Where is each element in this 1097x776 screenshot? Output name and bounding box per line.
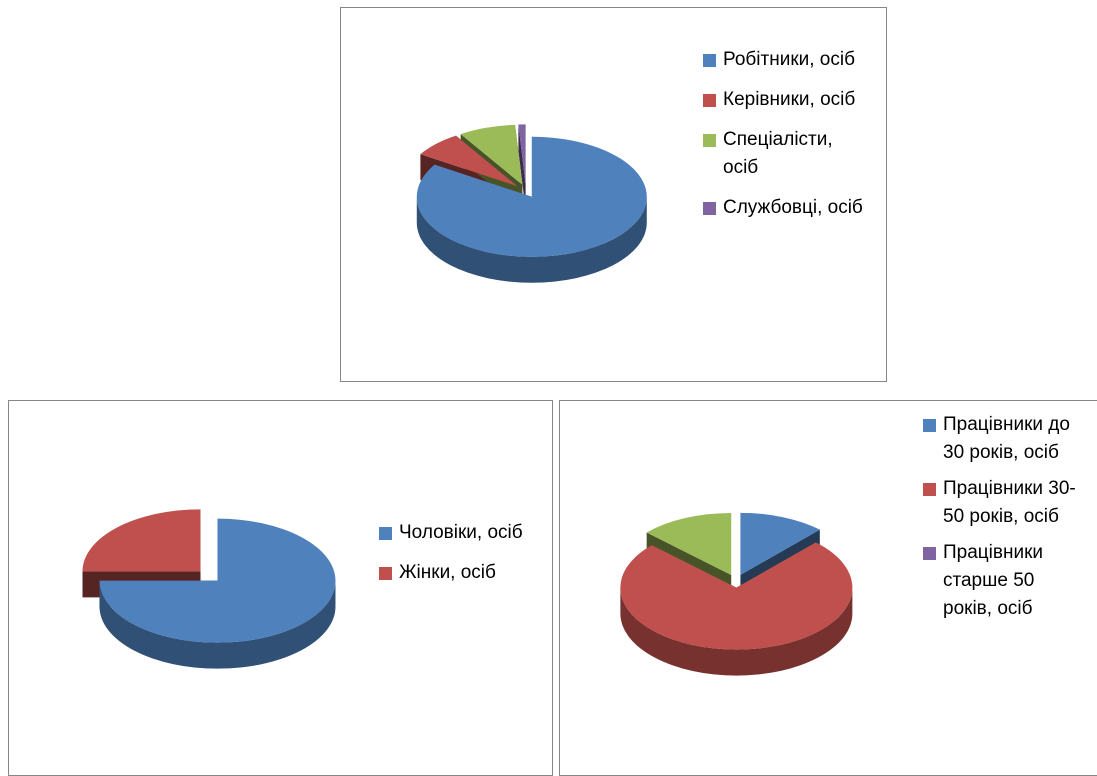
legend-swatch xyxy=(703,54,716,67)
slice-sides xyxy=(416,196,647,283)
slice-sides xyxy=(99,580,336,669)
pie-slice xyxy=(646,512,732,575)
legend-swatch xyxy=(703,134,716,147)
legend-swatch xyxy=(379,567,392,580)
legend-label: Службовці, осіб xyxy=(723,197,863,218)
legend-label: Чоловіки, осіб xyxy=(399,522,523,543)
legend: Робітники, осіб Керівники, осіб Спеціаліст… xyxy=(703,46,873,234)
legend-item: Працівники старше 50 років, осіб xyxy=(923,539,1083,623)
pie-area xyxy=(416,124,647,283)
pie-slice xyxy=(460,124,523,185)
slice-wall xyxy=(518,124,526,211)
legend-item: Працівники до 30 років, осіб xyxy=(923,411,1083,467)
legend-label: Працівники до 30 років, осіб xyxy=(943,414,1070,463)
slice-side xyxy=(416,196,647,283)
pie-slice xyxy=(740,512,820,575)
pie-slice xyxy=(518,124,526,185)
pie-slice xyxy=(82,509,201,572)
legend-item: Працівники 30-50 років, осіб xyxy=(923,475,1083,531)
legend-item: Чоловіки, осіб xyxy=(379,519,549,547)
legend-swatch xyxy=(379,527,392,540)
chart-box: Робітники, осіб Керівники, осіб Спеціаліст… xyxy=(340,7,887,382)
pie-area xyxy=(82,509,336,669)
legend-label: Спеціалісти, осіб xyxy=(723,129,833,178)
legend-swatch xyxy=(923,483,936,496)
legend-label: Жінки, осіб xyxy=(399,562,496,583)
legend-item: Жінки, осіб xyxy=(379,559,549,587)
legend-swatch xyxy=(923,419,936,432)
legend-label: Робітники, осіб xyxy=(723,49,855,70)
slice-sides xyxy=(620,587,853,676)
pie-slice xyxy=(99,518,336,643)
chart-box: Працівники до 30 років, осіб Працівники 3… xyxy=(559,400,1097,776)
pie-area xyxy=(620,512,853,676)
slice-tops xyxy=(416,124,647,257)
legend-swatch xyxy=(703,202,716,215)
legend: Працівники до 30 років, осіб Працівники 3… xyxy=(923,411,1083,631)
slice-side xyxy=(620,587,853,676)
chart-box: Чоловіки, осіб Жінки, осіб xyxy=(8,400,553,776)
legend-item: Керівники, осіб xyxy=(703,86,873,114)
slice-tops xyxy=(82,509,336,643)
legend-item: Службовці, осіб xyxy=(703,194,873,222)
legend-swatch xyxy=(703,94,716,107)
legend-item: Спеціалісти, осіб xyxy=(703,126,873,182)
legend: Чоловіки, осіб Жінки, осіб xyxy=(379,519,549,599)
legend-label: Керівники, осіб xyxy=(723,89,856,110)
legend-item: Робітники, осіб xyxy=(703,46,873,74)
legend-label: Працівники старше 50 років, осіб xyxy=(943,542,1044,619)
pie-slice xyxy=(420,135,518,187)
slice-tops xyxy=(620,512,853,650)
pie-slice xyxy=(620,542,853,650)
legend-label: Працівники 30-50 років, осіб xyxy=(943,478,1076,527)
legend-swatch xyxy=(923,547,936,560)
slice-side xyxy=(99,580,336,669)
